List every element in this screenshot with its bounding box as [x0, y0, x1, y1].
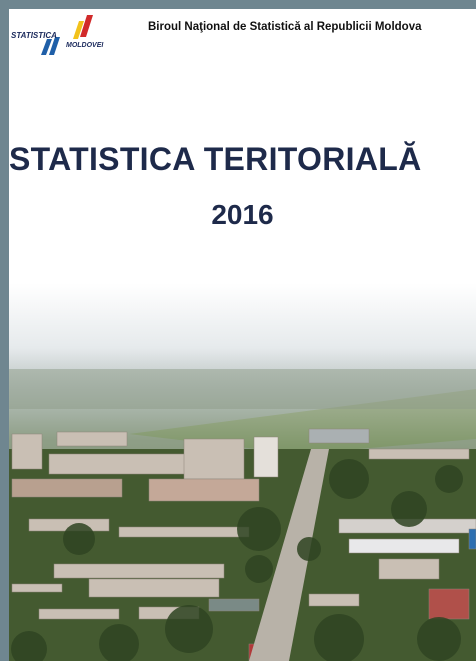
cover-year: 2016: [9, 199, 476, 231]
cover-photo: [9, 9, 476, 661]
logo-text: MOLDOVEI: [66, 42, 103, 49]
cover-title: STATISTICA TERITORIALĂ: [9, 141, 422, 178]
logo-text: STATISTICA: [11, 31, 57, 40]
institution-name: Biroul Naţional de Statistică al Republi…: [148, 21, 422, 33]
cover-sheet: STATISTICA MOLDOVEI Biroul Naţional de S…: [9, 9, 476, 661]
page: STATISTICA MOLDOVEI Biroul Naţional de S…: [0, 0, 476, 661]
